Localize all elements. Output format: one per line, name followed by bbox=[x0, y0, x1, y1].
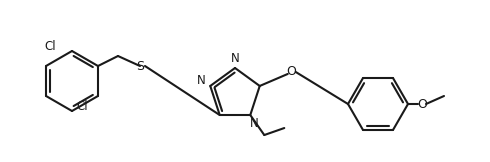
Text: N: N bbox=[197, 75, 206, 87]
Text: N: N bbox=[231, 52, 240, 65]
Text: Cl: Cl bbox=[76, 99, 88, 112]
Text: O: O bbox=[286, 65, 295, 78]
Text: N: N bbox=[250, 116, 259, 130]
Text: O: O bbox=[417, 98, 427, 110]
Text: S: S bbox=[136, 59, 144, 73]
Text: Cl: Cl bbox=[44, 40, 56, 53]
